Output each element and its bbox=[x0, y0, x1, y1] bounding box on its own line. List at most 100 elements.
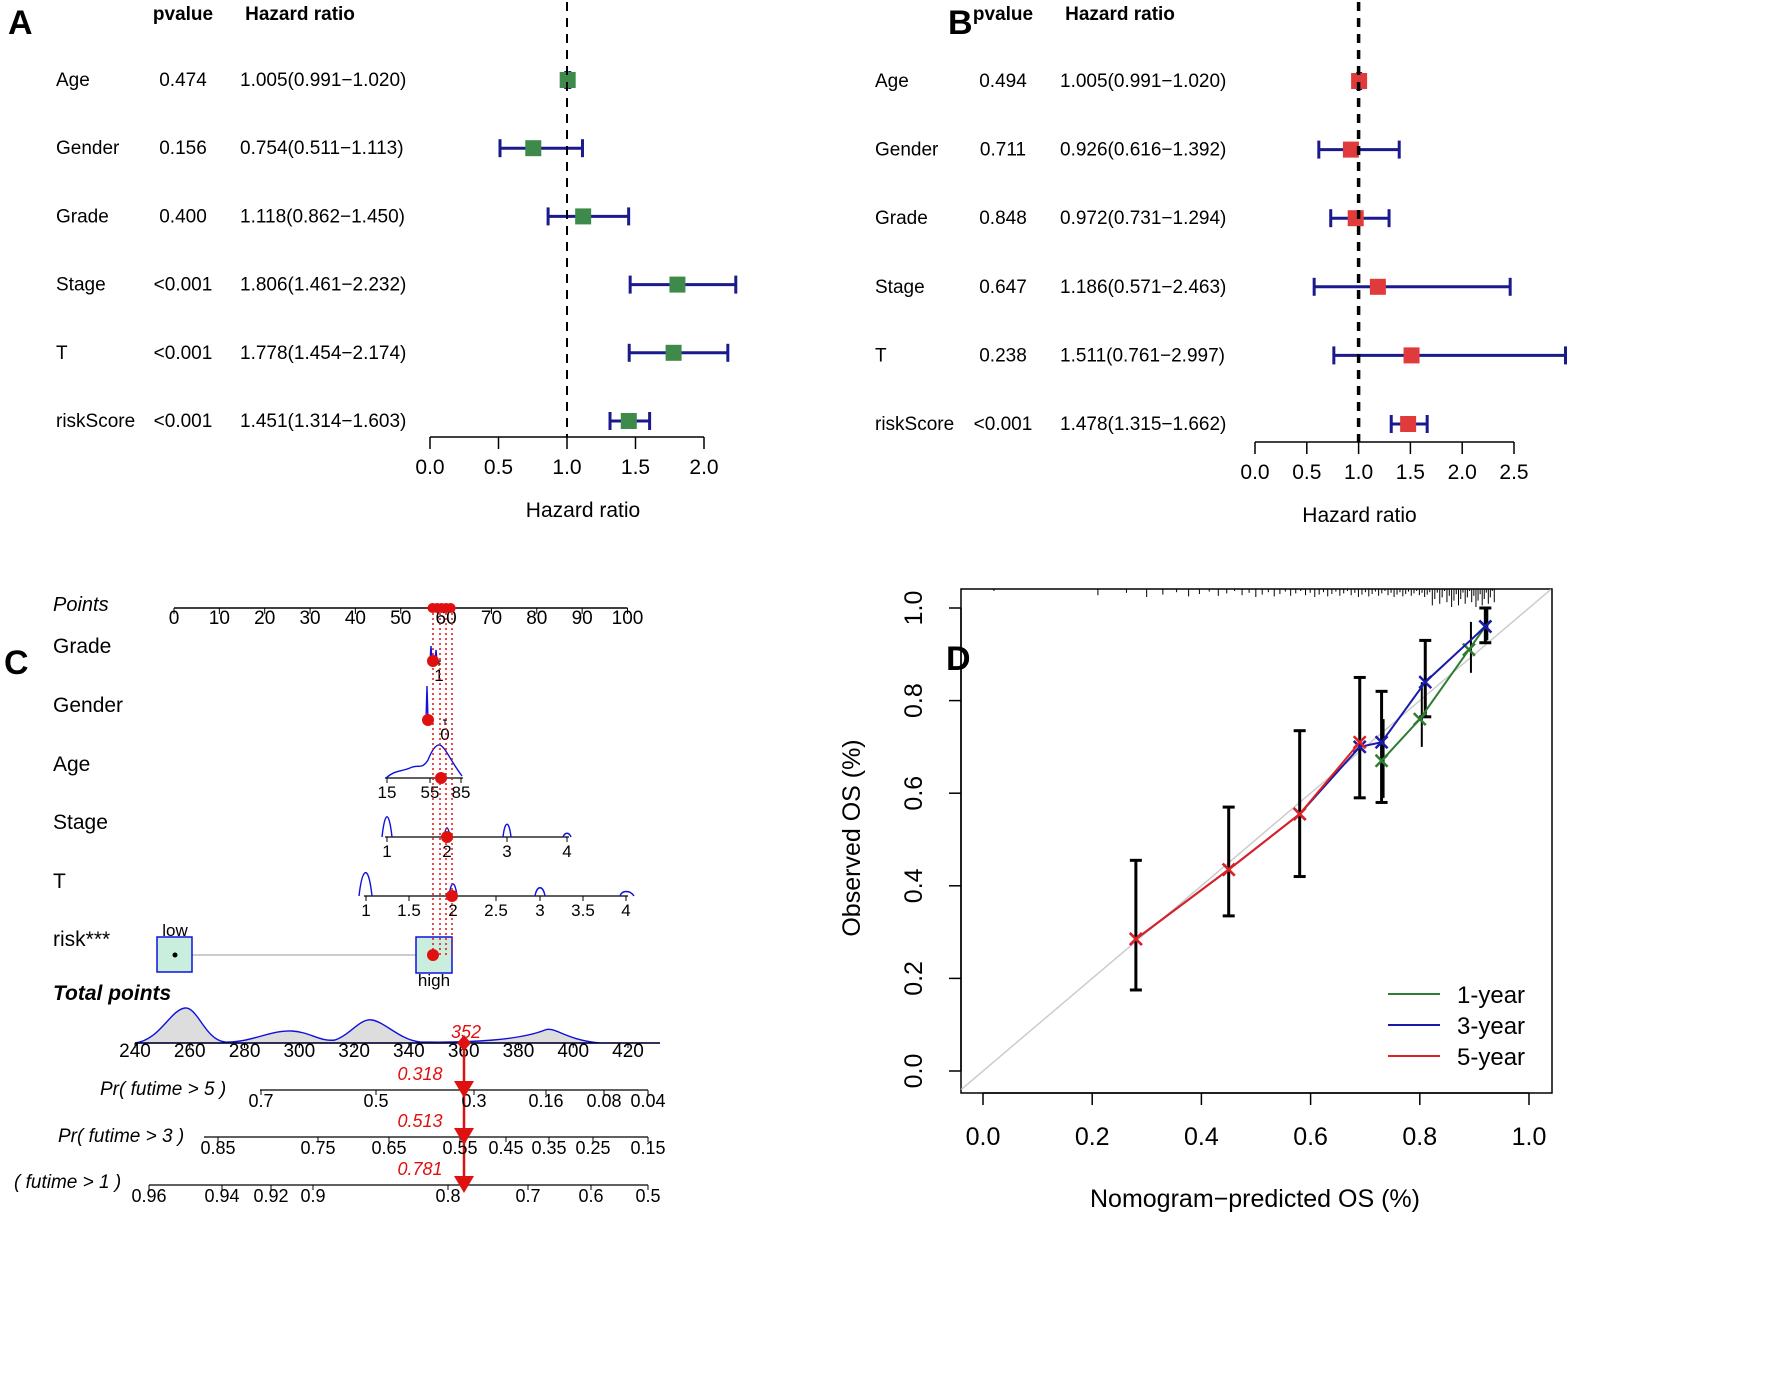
variable-tick-label: 4 bbox=[562, 842, 571, 861]
hr-point bbox=[1342, 141, 1359, 158]
hr-header: Hazard ratio bbox=[1065, 4, 1175, 25]
x-tick-label: 1.0 bbox=[1344, 461, 1373, 484]
total-points-tick-label: 400 bbox=[557, 1041, 589, 1062]
row-hr-text: 1.511(0.761−2.997) bbox=[1060, 345, 1225, 366]
variable-tick-label: 55 bbox=[421, 783, 440, 802]
points-tick-label: 50 bbox=[390, 608, 411, 629]
series-line-1-year bbox=[1380, 625, 1487, 762]
hr-point bbox=[1400, 416, 1417, 432]
variable-tick-label: 2 bbox=[448, 901, 457, 920]
variable-label: T bbox=[53, 870, 66, 893]
probability-value: 0.318 bbox=[397, 1064, 442, 1084]
total-points-tick-label: 320 bbox=[338, 1041, 370, 1062]
panel-label-c: C bbox=[4, 644, 29, 682]
points-tick-label: 100 bbox=[612, 608, 644, 629]
x-tick-label: 0.5 bbox=[484, 456, 513, 479]
panel-label-b: B bbox=[948, 4, 973, 42]
y-tick-label: 0.6 bbox=[900, 776, 928, 811]
variable-tick-label: 85 bbox=[452, 783, 471, 802]
points-tick-label: 10 bbox=[209, 608, 230, 629]
y-tick-label: 0.2 bbox=[900, 961, 928, 996]
row-hr-text: 1.806(1.461−2.232) bbox=[240, 275, 406, 296]
row-pvalue: 0.238 bbox=[979, 345, 1027, 366]
hr-point bbox=[620, 413, 637, 429]
row-label: T bbox=[56, 343, 68, 364]
hr-point bbox=[575, 208, 592, 225]
probability-tick-label: 0.5 bbox=[363, 1091, 388, 1111]
variable-tick-label: 15 bbox=[378, 783, 397, 802]
row-pvalue: 0.156 bbox=[159, 138, 207, 159]
row-pvalue: 0.494 bbox=[979, 71, 1027, 92]
variable-label: Stage bbox=[53, 811, 108, 834]
probability-tick-label: 0.16 bbox=[528, 1091, 563, 1111]
total-points-tick-label: 340 bbox=[393, 1041, 425, 1062]
probability-tick-label: 0.55 bbox=[442, 1138, 477, 1158]
row-hr-text: 1.186(0.571−2.463) bbox=[1060, 277, 1226, 298]
total-points-tick-label: 420 bbox=[612, 1041, 644, 1062]
row-pvalue: <0.001 bbox=[974, 414, 1033, 435]
variable-density bbox=[385, 744, 463, 779]
probability-tick-label: 0.8 bbox=[435, 1186, 460, 1206]
x-tick-label: 0.5 bbox=[1292, 461, 1321, 484]
row-label: Grade bbox=[875, 208, 928, 229]
selected-value-dot bbox=[441, 831, 453, 843]
row-label: Gender bbox=[875, 140, 939, 161]
total-points-tick-label: 240 bbox=[119, 1041, 151, 1062]
series-marker bbox=[1374, 753, 1389, 768]
row-label: Age bbox=[56, 70, 90, 91]
variable-label: Gender bbox=[53, 694, 123, 717]
variable-label: Age bbox=[53, 753, 90, 776]
x-tick-label: 1.5 bbox=[621, 456, 650, 479]
row-label: riskScore bbox=[56, 411, 135, 432]
row-label: Age bbox=[875, 71, 909, 92]
series-marker bbox=[1292, 807, 1307, 821]
hr-point bbox=[1403, 347, 1420, 364]
x-tick-label: 1.0 bbox=[1512, 1123, 1547, 1151]
variable-tick-label: 4 bbox=[621, 901, 630, 920]
legend-label: 5-year bbox=[1457, 1044, 1525, 1071]
hr-point bbox=[1351, 73, 1368, 89]
row-hr-text: 1.478(1.315−1.662) bbox=[1060, 414, 1226, 435]
x-tick-label: 2.5 bbox=[1499, 461, 1528, 484]
hr-point bbox=[669, 276, 686, 293]
series-line-3-year bbox=[1135, 625, 1486, 940]
risk-low-label: low bbox=[162, 921, 188, 940]
probability-value: 0.513 bbox=[397, 1111, 442, 1131]
probability-marker bbox=[454, 1128, 474, 1145]
selected-value-dot bbox=[446, 890, 458, 902]
y-tick-label: 1.0 bbox=[900, 591, 928, 626]
probability-tick-label: 0.25 bbox=[575, 1138, 610, 1158]
row-pvalue: 0.711 bbox=[980, 140, 1026, 161]
probability-tick-label: 0.04 bbox=[630, 1091, 665, 1111]
total-points-label: Total points bbox=[53, 982, 171, 1005]
selected-value-dot bbox=[422, 714, 434, 726]
pvalue-header: pvalue bbox=[973, 4, 1033, 25]
y-tick-label: 0.8 bbox=[900, 683, 928, 718]
row-label: Gender bbox=[56, 138, 120, 159]
points-axis-label: Points bbox=[53, 594, 109, 616]
x-axis-label: Hazard ratio bbox=[526, 499, 640, 522]
series-marker bbox=[1478, 619, 1493, 634]
points-tick-label: 30 bbox=[299, 608, 320, 629]
probability-axis-label: Pr( futime > 3 ) bbox=[58, 1126, 184, 1147]
series-marker bbox=[1412, 712, 1427, 727]
row-label: Stage bbox=[875, 277, 925, 298]
total-points-tick-label: 300 bbox=[283, 1041, 315, 1062]
probability-tick-label: 0.65 bbox=[371, 1138, 406, 1158]
probability-tick-label: 0.08 bbox=[586, 1091, 621, 1111]
probability-tick-label: 0.7 bbox=[515, 1186, 540, 1206]
x-tick-label: 1.5 bbox=[1396, 461, 1425, 484]
x-tick-label: 0.0 bbox=[415, 456, 444, 479]
x-tick-label: 0.0 bbox=[966, 1123, 1001, 1151]
row-pvalue: 0.647 bbox=[979, 277, 1027, 298]
x-axis-label: Hazard ratio bbox=[1302, 504, 1416, 527]
pvalue-header: pvalue bbox=[153, 4, 213, 25]
variable-tick-label: 0 bbox=[440, 725, 449, 744]
row-pvalue: 0.400 bbox=[159, 206, 207, 227]
risk-low-dot bbox=[172, 952, 178, 958]
y-tick-label: 0.4 bbox=[900, 868, 928, 903]
x-axis-label: Nomogram−predicted OS (%) bbox=[1090, 1185, 1420, 1213]
variable-density bbox=[381, 816, 572, 838]
series-line-5-year bbox=[1135, 741, 1361, 940]
